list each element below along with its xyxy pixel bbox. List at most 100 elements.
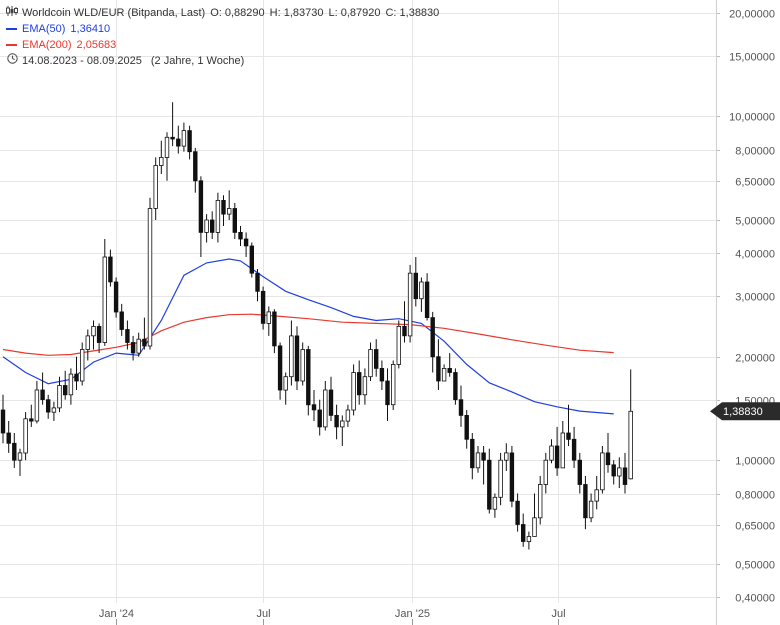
candle <box>255 269 260 302</box>
candle <box>40 372 45 405</box>
candle-body <box>345 409 351 422</box>
y-tick-label: 0,80000 <box>735 490 775 502</box>
candle <box>481 446 486 485</box>
candle <box>458 385 464 427</box>
candle-body <box>289 335 294 378</box>
legend-ema50-row[interactable]: EMA(50) 1,36410 <box>6 21 439 37</box>
candle-body <box>130 342 136 354</box>
ema200-label: EMA(200) <box>22 39 72 51</box>
legend-ema200-row[interactable]: EMA(200) 2,05683 <box>6 37 439 53</box>
candle-body <box>277 345 283 391</box>
candle <box>130 335 136 361</box>
candle <box>266 306 271 336</box>
date-range-note: (2 Jahre, 1 Woche) <box>150 55 245 67</box>
candle-body <box>17 452 23 461</box>
candle <box>317 399 322 436</box>
candle-body <box>571 438 577 461</box>
candle-body <box>12 442 17 461</box>
candle <box>142 317 147 350</box>
legend-open: O: 0,88290 <box>210 7 265 19</box>
candle <box>63 370 68 400</box>
candle-body <box>102 256 107 343</box>
candle <box>226 190 232 220</box>
candle-body <box>521 524 526 542</box>
y-tick-label: 0,50000 <box>735 560 775 572</box>
y-tick-label: 15,00000 <box>729 52 775 64</box>
candle <box>594 475 599 510</box>
y-tick-label: 0,65000 <box>735 521 775 533</box>
candle <box>147 197 153 350</box>
ema50-label: EMA(50) <box>22 23 66 35</box>
candle-body <box>560 432 565 469</box>
last-value-badge-text: 1,38830 <box>723 406 763 418</box>
candle-body <box>526 536 532 542</box>
legend-title: Worldcoin WLD/EUR (Bitpanda, Last) <box>22 7 206 19</box>
candle-body <box>481 452 486 461</box>
candle <box>6 421 11 453</box>
candle-body <box>402 325 407 337</box>
candle-body <box>272 311 277 347</box>
candle-body <box>351 372 356 411</box>
candle-body <box>232 208 237 233</box>
candle-body <box>396 325 401 365</box>
candle <box>441 364 447 382</box>
candle-body <box>181 130 187 147</box>
candle <box>249 242 254 278</box>
candle-body <box>34 389 40 422</box>
candle <box>373 339 379 377</box>
candlestick-series <box>0 102 633 550</box>
candle <box>504 443 509 471</box>
candle-body <box>390 363 396 406</box>
candle <box>362 368 368 405</box>
candle-body <box>504 452 509 461</box>
candle <box>328 376 334 421</box>
candle <box>34 381 40 424</box>
candle <box>390 360 396 410</box>
candle-body <box>91 325 96 337</box>
candle-body <box>113 281 119 313</box>
candle <box>600 446 605 494</box>
candle <box>85 329 90 361</box>
candle-body <box>266 311 271 324</box>
candle-body <box>379 367 385 382</box>
candle-body <box>57 385 62 409</box>
candle-body <box>193 151 198 182</box>
candle-body <box>458 399 464 416</box>
candle <box>277 342 283 400</box>
candle <box>17 448 23 476</box>
candle-body <box>566 432 571 440</box>
candle-body <box>159 156 164 166</box>
candle-body <box>164 136 170 158</box>
candle-body <box>373 349 379 369</box>
y-tick-label: 2,00000 <box>735 353 775 365</box>
candle-body <box>515 500 520 525</box>
candle-body <box>306 349 311 406</box>
candle <box>447 353 452 377</box>
candle <box>560 421 565 469</box>
candle <box>334 404 339 440</box>
x-tick-label: Jul <box>256 608 270 620</box>
candle <box>351 364 356 416</box>
candle-body <box>63 385 68 396</box>
candle <box>554 426 560 476</box>
candle-body <box>40 389 45 401</box>
ema200-value: 2,05683 <box>76 39 117 51</box>
candle <box>283 372 288 405</box>
ema50-swatch <box>6 28 17 30</box>
ema200-swatch <box>6 44 17 46</box>
candle-body <box>441 367 447 382</box>
candle <box>74 356 79 390</box>
candle-body <box>328 389 334 416</box>
candle <box>475 446 481 473</box>
candle-body <box>419 281 424 300</box>
candle-body <box>23 418 28 454</box>
candle-body <box>588 500 594 519</box>
candle-body <box>492 496 498 510</box>
candle <box>515 493 520 532</box>
candle <box>221 195 226 226</box>
candle-body <box>622 467 628 485</box>
candle-body <box>487 459 492 510</box>
ema50-value: 1,36410 <box>70 23 111 35</box>
candle <box>356 360 362 405</box>
